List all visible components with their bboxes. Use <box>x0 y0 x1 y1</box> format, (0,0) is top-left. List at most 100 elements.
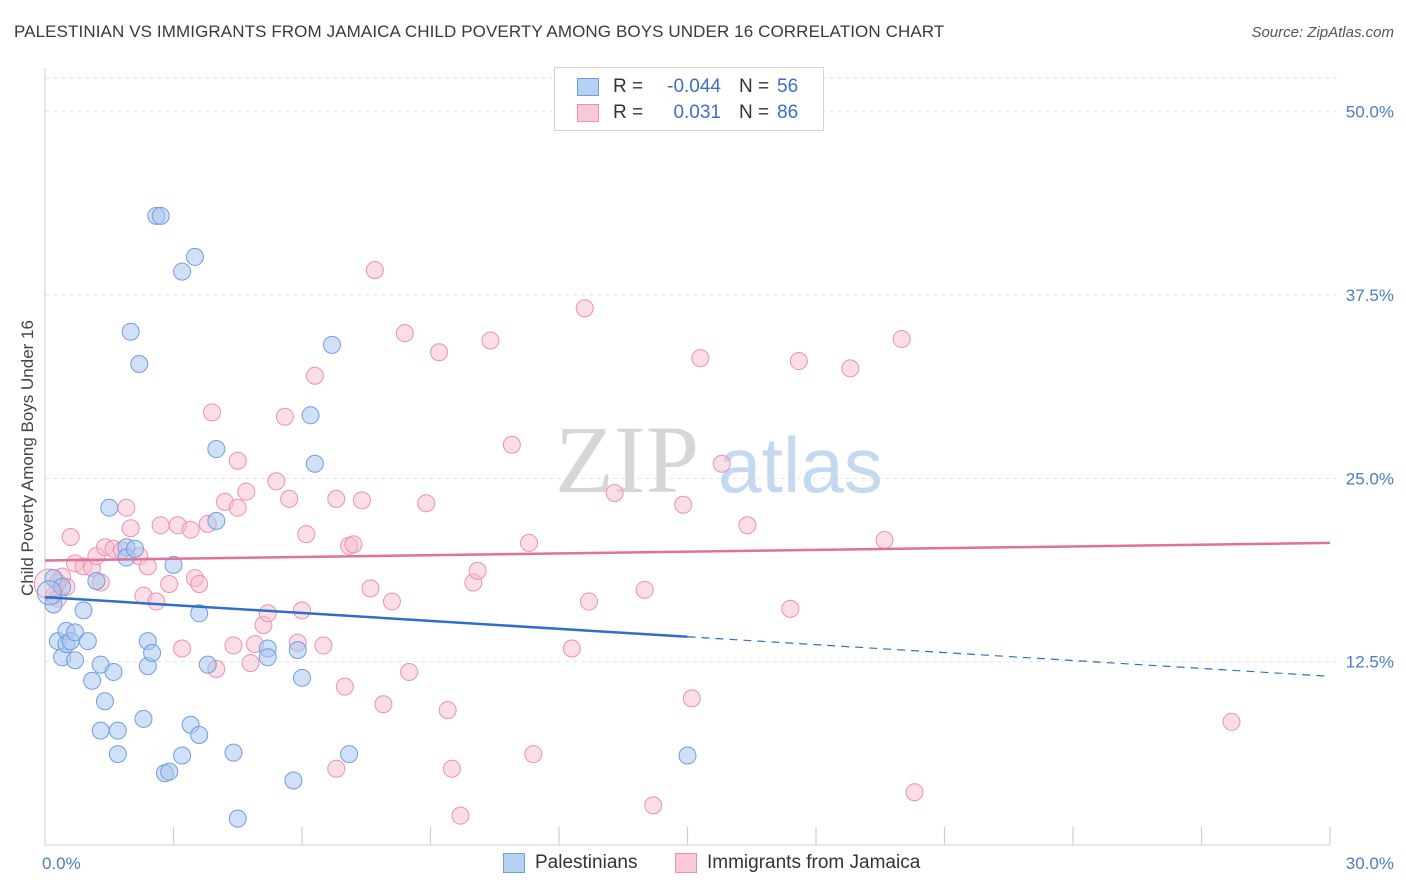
legend-n-value: 86 <box>777 102 799 123</box>
legend-r-label: R = <box>613 102 644 123</box>
palestinian-point <box>100 498 119 517</box>
palestinian-point <box>121 322 140 341</box>
axes <box>44 68 1331 846</box>
jamaica-point <box>241 654 260 673</box>
jamaica-point <box>892 330 911 349</box>
palestinian-point <box>258 648 277 667</box>
jamaica-point <box>228 451 247 470</box>
palestinian-point <box>95 692 114 711</box>
jamaica-point <box>605 484 624 503</box>
palestinian-point <box>87 572 106 591</box>
jamaica-point <box>481 331 500 350</box>
jamaica-point <box>327 759 346 778</box>
gridlines <box>45 77 1338 663</box>
jamaica-point <box>117 498 136 517</box>
series-palestinians-points <box>36 206 697 828</box>
palestinian-point <box>160 762 179 781</box>
jamaica-point <box>875 530 894 549</box>
jamaica-point <box>365 261 384 280</box>
legend-swatch-blue <box>503 853 525 873</box>
jamaica-point <box>781 599 800 618</box>
palestinian-point <box>125 539 144 558</box>
jamaica-point <box>502 435 521 454</box>
jamaica-point <box>327 489 346 508</box>
jamaica-point <box>738 516 757 535</box>
palestinian-point <box>185 247 204 266</box>
jamaica-point <box>841 359 860 378</box>
palestinian-point <box>108 721 127 740</box>
palestinian-point <box>173 262 192 281</box>
y-axis-label: Child Poverty Among Boys Under 16 <box>18 320 37 596</box>
palestinian-point-cluster <box>36 580 62 606</box>
palestinian-point <box>198 655 217 674</box>
x-tick-label-max: 30.0% <box>1346 854 1394 873</box>
jamaica-point <box>905 783 924 802</box>
palestinian-point <box>53 577 72 596</box>
legend-n-label: N = <box>739 102 770 123</box>
trend-line-jamaica <box>44 541 1331 562</box>
jamaica-point <box>575 299 594 318</box>
palestinian-point <box>91 721 110 740</box>
jamaica-point <box>237 482 256 501</box>
palestinian-point <box>65 651 84 670</box>
palestinian-point <box>151 206 170 225</box>
jamaica-point <box>442 759 461 778</box>
jamaica-point <box>789 352 808 371</box>
legend-label-palestinians: Palestinians <box>535 852 638 873</box>
legend-r-value: 0.031 <box>673 102 721 123</box>
jamaica-point <box>438 701 457 720</box>
jamaica-point <box>344 535 363 554</box>
palestinian-point <box>164 555 183 574</box>
jamaica-point <box>314 636 333 655</box>
palestinian-point <box>340 745 359 764</box>
palestinian-point <box>65 623 84 642</box>
jamaica-point <box>258 604 277 623</box>
legend-swatch-pink <box>577 104 599 122</box>
jamaica-point <box>305 366 324 385</box>
jamaica-point <box>451 806 470 825</box>
jamaica-point <box>417 494 436 513</box>
palestinian-point <box>288 640 307 659</box>
y-tick-label: 50.0% <box>1346 103 1394 122</box>
legend-item-palestinians: Palestinians <box>503 852 637 874</box>
jamaica-point <box>524 745 543 764</box>
palestinian-point <box>207 440 226 459</box>
jamaica-point <box>224 636 243 655</box>
trend-line-palestinians <box>44 595 688 638</box>
palestinian-point <box>224 743 243 762</box>
y-tick-label: 12.5% <box>1346 653 1394 672</box>
jamaica-point <box>635 580 654 599</box>
jamaica-point <box>181 520 200 539</box>
legend-r-label: R = <box>613 76 644 97</box>
y-tick-labels: 12.5% 25.0% 37.5% 50.0% <box>1346 103 1394 672</box>
jamaica-point <box>682 689 701 708</box>
legend-row-jamaica: R = 0.031 N = 86 <box>577 100 798 126</box>
jamaica-point <box>297 525 316 544</box>
x-tick-label-min: 0.0% <box>42 854 81 873</box>
palestinian-point <box>143 643 162 662</box>
trend-lines <box>44 541 1331 677</box>
jamaica-point <box>275 407 294 426</box>
jamaica-point <box>293 601 311 620</box>
jamaica-point <box>61 528 80 547</box>
jamaica-point <box>267 472 286 491</box>
palestinian-point <box>228 809 247 828</box>
palestinian-point <box>301 406 320 425</box>
jamaica-point <box>395 324 414 343</box>
jamaica-point <box>203 403 222 422</box>
legend-swatch-blue <box>577 78 599 96</box>
jamaica-point <box>430 343 449 362</box>
palestinian-point <box>305 454 324 473</box>
series-legend: Palestinians Immigrants from Jamaica <box>0 852 1406 878</box>
jamaica-point <box>468 561 487 580</box>
y-tick-label: 37.5% <box>1346 286 1394 305</box>
jamaica-point <box>228 498 247 517</box>
jamaica-point <box>400 662 419 681</box>
palestinian-point <box>130 354 149 373</box>
legend-r-value: -0.044 <box>667 76 721 97</box>
jamaica-point <box>374 695 393 714</box>
legend-n-label: N = <box>739 76 770 97</box>
palestinian-point <box>104 662 123 681</box>
watermark-atlas: atlas <box>718 421 883 509</box>
